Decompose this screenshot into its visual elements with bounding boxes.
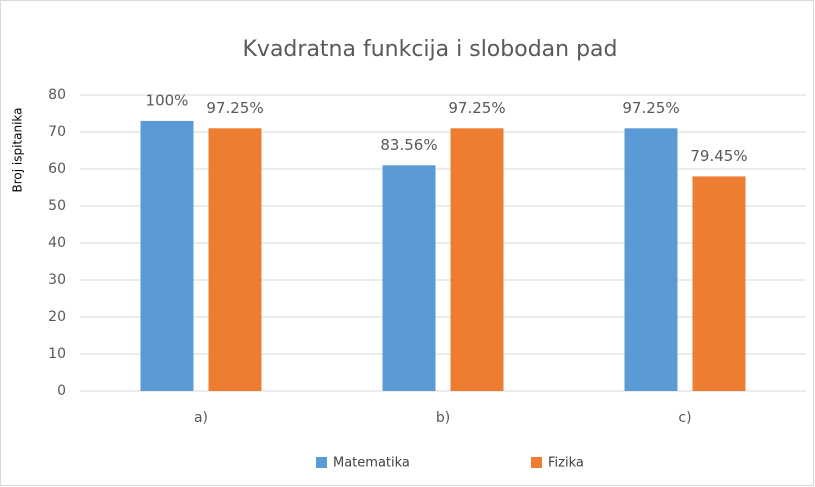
bar (450, 128, 504, 392)
legend-swatch (531, 457, 542, 468)
x-tick-label: a) (194, 410, 208, 426)
value-label: 97.25% (448, 99, 505, 117)
y-tick-label: 70 (48, 124, 66, 140)
bar (624, 128, 678, 392)
value-label: 97.25% (206, 99, 263, 117)
x-tick-label: c) (678, 410, 691, 426)
bar (692, 176, 746, 391)
chart-title: Kvadratna funkcija i slobodan pad (243, 37, 618, 62)
y-tick-label: 40 (48, 235, 66, 251)
y-tick-label: 0 (57, 383, 66, 399)
y-axis-label: Broj ispitanika (11, 107, 25, 192)
y-tick-label: 10 (48, 346, 66, 362)
y-tick-label: 80 (48, 87, 66, 103)
bar (140, 120, 194, 392)
bar (382, 165, 436, 391)
value-label: 100% (146, 91, 189, 109)
y-tick-label: 20 (48, 309, 66, 325)
x-tick-label: b) (436, 410, 450, 426)
value-label: 97.25% (622, 99, 679, 117)
legend-label: Fizika (548, 456, 584, 471)
legend-swatch (316, 457, 327, 468)
bar (208, 128, 262, 392)
y-tick-label: 60 (48, 161, 66, 177)
y-tick-label: 50 (48, 198, 66, 214)
legend-label: Matematika (333, 456, 410, 471)
value-label: 79.45% (690, 147, 747, 165)
y-tick-label: 30 (48, 272, 66, 288)
value-label: 83.56% (380, 136, 437, 154)
